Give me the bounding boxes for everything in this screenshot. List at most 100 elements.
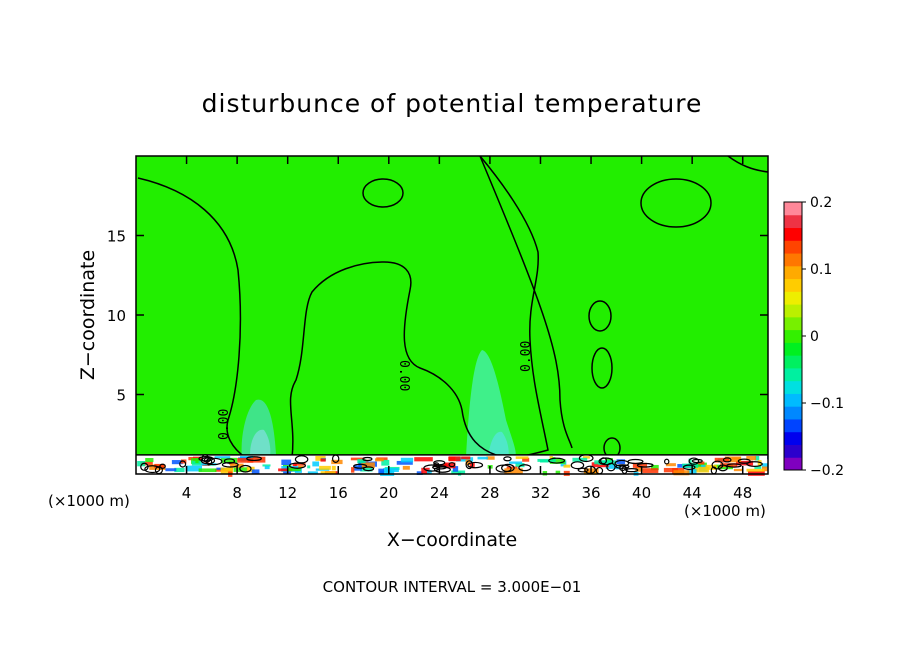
surface-blob xyxy=(448,456,461,462)
surface-blob xyxy=(251,469,260,475)
x-axis-ticks: 4 8 12 16 20 24 28 32 36 40 44 48 xyxy=(182,156,752,502)
surface-blob xyxy=(701,465,706,468)
surface-blob xyxy=(174,467,185,473)
colorbar-swatch xyxy=(784,265,802,280)
surface-contour xyxy=(664,458,670,465)
surface-blob xyxy=(361,462,375,468)
colorbar-swatch xyxy=(784,240,802,254)
surface-blob xyxy=(198,468,217,473)
surface-contour xyxy=(501,463,515,473)
x-unit-right: (×1000 m) xyxy=(684,502,766,520)
surface-blob xyxy=(632,462,648,468)
surface-blob xyxy=(616,459,626,465)
surface-blob xyxy=(635,467,643,472)
colorbar-swatch xyxy=(784,418,802,433)
surface-contour xyxy=(205,457,223,466)
surface-blob xyxy=(697,461,705,465)
surface-blob xyxy=(695,462,707,468)
surface-blob xyxy=(444,462,456,469)
colorbar-ticks: 0.2 0.1 0 −0.1 −0.2 xyxy=(802,195,844,479)
surface-blob xyxy=(549,456,553,459)
surface-blob xyxy=(292,463,297,467)
surface-blob xyxy=(456,457,474,462)
surface-blob xyxy=(351,467,355,473)
surface-blob xyxy=(549,459,566,464)
surface-blob xyxy=(537,458,556,462)
surface-contour xyxy=(206,458,213,466)
surface-blob xyxy=(294,462,306,466)
surface-blob xyxy=(515,456,529,459)
colorbar-swatch xyxy=(784,278,802,292)
surface-blob xyxy=(264,465,270,470)
surface-blob xyxy=(665,463,676,467)
surface-blob xyxy=(320,471,336,474)
colorbar-swatch xyxy=(784,291,802,305)
surface-blob xyxy=(651,464,659,471)
patch-left-core xyxy=(250,429,271,456)
surface-contour xyxy=(625,468,639,473)
surface-contour xyxy=(682,464,696,470)
surface-contour xyxy=(577,467,589,473)
x-tick-label: 48 xyxy=(733,484,752,502)
colorbar-tick-label: 0.1 xyxy=(810,262,832,278)
surface-blob xyxy=(416,471,423,475)
surface-blob xyxy=(220,467,234,474)
surface-blob xyxy=(509,461,523,464)
surface-contour xyxy=(353,463,368,469)
colorbar-swatch xyxy=(784,342,802,356)
surface-blob xyxy=(307,465,311,469)
surface-contour xyxy=(600,457,608,465)
y-tick-label: 5 xyxy=(116,387,126,405)
x-tick-label: 20 xyxy=(379,484,398,502)
surface-contour xyxy=(746,461,763,467)
surface-blob xyxy=(380,470,395,476)
surface-blob xyxy=(402,465,410,470)
surface-blob xyxy=(414,457,433,462)
surface-blob xyxy=(506,466,518,469)
surface-blob xyxy=(191,460,202,466)
x-tick-label: 28 xyxy=(480,484,499,502)
plot-area xyxy=(136,156,768,474)
contour-left xyxy=(137,177,247,459)
x-tick-label: 8 xyxy=(232,484,242,502)
surface-blob xyxy=(220,457,238,464)
surface-contour xyxy=(722,457,732,463)
colorbar-swatch xyxy=(784,444,802,458)
surface-blob xyxy=(331,465,336,471)
surface-contour xyxy=(144,465,161,474)
colorbar-swatch xyxy=(784,355,802,369)
colorbar-tick-label: −0.2 xyxy=(810,463,844,479)
negative-patches xyxy=(241,350,516,460)
surface-blob xyxy=(694,466,710,473)
x-tick-label: 36 xyxy=(581,484,600,502)
surface-contour xyxy=(246,456,262,462)
colorbar-swatch xyxy=(784,214,802,229)
surface-blob xyxy=(746,456,756,461)
surface-contour xyxy=(518,464,532,472)
surface-contour xyxy=(433,466,451,473)
surface-contour xyxy=(467,461,484,469)
contour-labels: 0.00 0.00 0.00 xyxy=(217,341,534,440)
surface-contour xyxy=(614,459,630,467)
contour-interval-note: CONTOUR INTERVAL = 3.000E−01 xyxy=(323,578,582,596)
y-axis-ticks: 5 10 15 xyxy=(107,228,768,405)
surface-blob xyxy=(663,467,678,473)
surface-blob xyxy=(594,460,614,465)
contour-label-2: 0.00 xyxy=(396,360,411,391)
surface-blob xyxy=(247,456,266,463)
surface-blob xyxy=(357,459,366,464)
contour-center xyxy=(289,155,549,459)
x-tick-label: 44 xyxy=(683,484,702,502)
contour-right xyxy=(479,155,573,449)
colorbar-tick-label: −0.1 xyxy=(810,396,844,412)
surface-blob xyxy=(486,456,495,460)
contour-top-right xyxy=(727,155,769,173)
surface-blob xyxy=(396,460,413,465)
colorbar-swatch xyxy=(784,431,802,445)
contour-loop-d xyxy=(591,347,613,389)
surface-blob xyxy=(504,468,523,474)
surface-contour xyxy=(688,457,700,465)
surface-blob xyxy=(298,465,304,468)
surface-blob xyxy=(185,465,203,472)
x-unit-left: (×1000 m) xyxy=(48,492,130,510)
